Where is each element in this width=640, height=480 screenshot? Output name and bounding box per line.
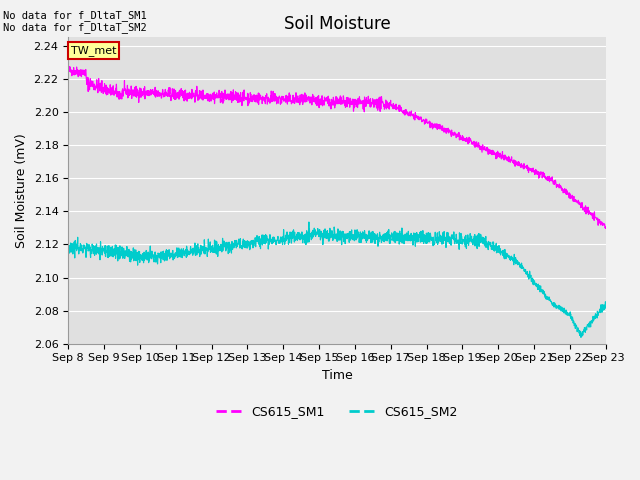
CS615_SM1 [92, 85, 100, 91]
Text: TW_met: TW_met [71, 45, 116, 56]
Y-axis label: Soil Moisture (mV): Soil Moisture (mV) [15, 133, 28, 248]
CS615_SM1 [602, 225, 609, 231]
CS615_SM1 [488, 149, 495, 155]
CS615_SM2 [92, 250, 100, 256]
CS615_SM1 [586, 211, 594, 217]
X-axis label: Time: Time [322, 369, 353, 382]
CS615_SM1 [326, 101, 333, 107]
CS615_SM2 [65, 246, 72, 252]
CS615_SM1 [586, 210, 594, 216]
CS615_SM1 [65, 66, 72, 72]
Title: Soil Moisture: Soil Moisture [284, 15, 390, 33]
CS615_SM1 [66, 64, 74, 70]
Legend: CS615_SM1, CS615_SM2: CS615_SM1, CS615_SM2 [211, 400, 463, 423]
CS615_SM2 [586, 322, 594, 327]
CS615_SM2 [587, 324, 595, 330]
CS615_SM2 [305, 219, 313, 225]
CS615_SM1 [312, 95, 319, 101]
CS615_SM2 [312, 234, 319, 240]
Line: CS615_SM1: CS615_SM1 [68, 67, 605, 228]
Text: No data for f_DltaT_SM1
No data for f_DltaT_SM2: No data for f_DltaT_SM1 No data for f_Dl… [3, 10, 147, 33]
CS615_SM2 [602, 300, 609, 306]
CS615_SM2 [577, 335, 585, 340]
Line: CS615_SM2: CS615_SM2 [68, 222, 605, 337]
CS615_SM2 [488, 243, 495, 249]
CS615_SM2 [326, 226, 333, 231]
